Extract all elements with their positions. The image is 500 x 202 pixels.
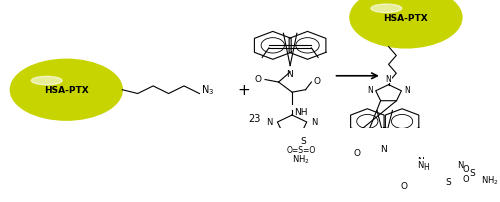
Text: O: O bbox=[462, 164, 469, 173]
Text: S: S bbox=[300, 136, 306, 145]
Text: N: N bbox=[367, 86, 373, 95]
Text: N: N bbox=[380, 144, 387, 153]
Text: NH$_2$: NH$_2$ bbox=[292, 153, 310, 165]
Text: 23: 23 bbox=[248, 113, 260, 123]
Text: N: N bbox=[286, 70, 292, 79]
Text: N: N bbox=[386, 74, 392, 83]
Text: O: O bbox=[400, 181, 407, 190]
Text: N: N bbox=[266, 117, 272, 126]
Text: N: N bbox=[418, 160, 424, 169]
Text: O: O bbox=[354, 148, 360, 157]
Text: O: O bbox=[254, 74, 261, 83]
Ellipse shape bbox=[10, 60, 122, 121]
Ellipse shape bbox=[371, 5, 402, 14]
Text: HSA-PTX: HSA-PTX bbox=[384, 14, 428, 23]
Text: N: N bbox=[417, 156, 424, 165]
Text: H: H bbox=[424, 162, 429, 171]
Text: HSA-PTX: HSA-PTX bbox=[44, 86, 88, 95]
Text: N: N bbox=[312, 117, 318, 126]
Text: O: O bbox=[462, 174, 469, 183]
Text: S: S bbox=[470, 169, 476, 178]
Text: S: S bbox=[446, 177, 452, 186]
Text: N: N bbox=[404, 86, 410, 95]
Text: O=S=O: O=S=O bbox=[286, 146, 316, 155]
Text: NH: NH bbox=[294, 108, 308, 117]
Ellipse shape bbox=[32, 77, 62, 85]
Text: NH$_2$: NH$_2$ bbox=[482, 174, 499, 186]
Text: O: O bbox=[314, 77, 320, 86]
Text: +: + bbox=[238, 83, 250, 98]
Text: N: N bbox=[458, 160, 464, 169]
Ellipse shape bbox=[350, 0, 462, 49]
Text: N$_3$: N$_3$ bbox=[202, 83, 214, 97]
